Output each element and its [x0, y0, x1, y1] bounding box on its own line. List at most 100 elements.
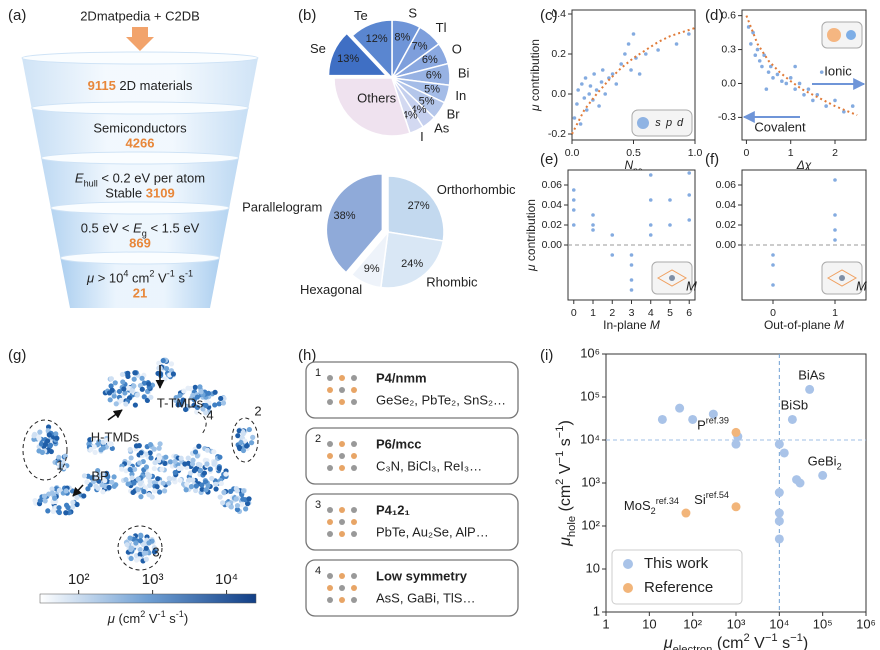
embedding-dot: [188, 484, 195, 490]
data-point: [774, 534, 784, 544]
embedding-dot: [138, 450, 144, 456]
embedding-dot: [45, 424, 52, 430]
pie-value-label: 7%: [412, 41, 428, 53]
pie-value-label: 9%: [364, 263, 380, 275]
data-point: [631, 32, 636, 36]
atom-icon: [327, 597, 333, 603]
text-part: 2: [149, 269, 154, 279]
embedding-dot: [204, 461, 210, 467]
atom-icon: [351, 519, 357, 525]
embedding-dot: [234, 506, 241, 513]
embedding-dot: [36, 448, 42, 454]
atom-icon: [339, 585, 345, 591]
data-point: [668, 198, 672, 202]
pie-value-label: 8%: [394, 31, 410, 43]
text-part: 2: [837, 462, 842, 472]
data-point: [757, 59, 762, 63]
data-point: [571, 223, 576, 227]
data-point: [597, 104, 601, 108]
data-point: [749, 42, 753, 46]
data-point: [819, 70, 824, 74]
data-point: [610, 233, 615, 237]
embedding-dot: [203, 402, 209, 409]
data-point: [576, 88, 580, 92]
data-point: [774, 508, 784, 518]
data-point: [833, 238, 837, 242]
embedding-dot: [113, 401, 119, 407]
atom-icon: [327, 507, 333, 513]
embedding-dot: [37, 498, 43, 504]
embedding-dot: [123, 401, 129, 407]
atom-icon: [351, 507, 357, 513]
data-point: [629, 288, 634, 292]
panel-label: (g): [8, 347, 26, 364]
embedding-dot: [147, 442, 154, 448]
embedding-dot: [216, 401, 222, 407]
embedding-dot: [137, 546, 143, 553]
text-part: s: [166, 611, 177, 626]
embedding-dot: [138, 494, 144, 500]
embedding-dot: [42, 498, 48, 504]
embedding-dot: [129, 388, 135, 394]
embedding-dot: [70, 499, 76, 506]
pie-category-label: Rhombic: [426, 275, 478, 290]
embedding-dot: [116, 388, 123, 395]
embedding-dot: [148, 394, 154, 400]
embedding-dot: [137, 481, 143, 487]
embedding-dot: [159, 466, 165, 472]
embedding-dot: [144, 397, 150, 403]
data-point: [771, 283, 775, 287]
embedding-dot: [119, 466, 125, 472]
inset-label: M: [856, 278, 867, 293]
data-point: [784, 81, 789, 86]
map-annotation: 4: [206, 407, 213, 422]
pie-slice: [387, 175, 445, 242]
funnel-text: Stable 3109: [105, 186, 174, 201]
text-part: contribution: [524, 199, 538, 264]
data-point: [688, 414, 698, 424]
text-part: ref.34: [656, 496, 679, 506]
data-point: [575, 102, 579, 106]
embedding-dot: [109, 445, 115, 452]
map-annotation: T-TMDs: [157, 395, 204, 410]
atom-icon: [327, 573, 333, 579]
text-part: -1: [158, 609, 166, 619]
funnel-text: 9115 2D materials: [88, 78, 193, 93]
atom-icon: [339, 507, 345, 513]
text-part: −1: [765, 632, 778, 644]
embedding-dot: [170, 371, 176, 377]
pie-category-label: I: [420, 129, 424, 144]
inset-label: d: [677, 117, 684, 129]
data-point: [657, 414, 667, 424]
x-tick-label: 10²: [683, 616, 702, 631]
y-tick-label: 10³: [581, 474, 600, 489]
y-tick-label: 0.0: [551, 88, 566, 100]
embedding-dot: [113, 482, 119, 488]
embedding-dot: [183, 487, 189, 493]
text-part: M: [834, 318, 844, 332]
embedding-dot: [205, 482, 211, 489]
data-point: [788, 76, 793, 80]
colorbar-tick-label: 10²: [68, 571, 90, 588]
funnel-band: [31, 108, 249, 158]
structure-number: 3: [315, 499, 321, 511]
panel-label: (d): [705, 7, 723, 24]
embedding-dot: [131, 383, 137, 389]
embedding-dot: [135, 487, 141, 493]
panel-label: (h): [298, 347, 316, 364]
embedding-dot: [175, 402, 181, 408]
embedding-dot: [111, 474, 117, 480]
pie-value-label: 12%: [366, 33, 388, 45]
x-tick-label: 10³: [727, 616, 746, 631]
y-tick-label: 0.6: [721, 9, 736, 21]
embedding-dot: [197, 467, 204, 474]
y-tick-label: 0.06: [716, 179, 737, 191]
data-point: [793, 87, 797, 91]
embedding-dot: [177, 392, 183, 399]
lattice-icon: [826, 269, 858, 287]
atom-icon: [351, 465, 357, 471]
embedding-dot: [147, 450, 153, 456]
embedding-dot: [249, 440, 255, 446]
text-part: 3109: [146, 186, 175, 201]
